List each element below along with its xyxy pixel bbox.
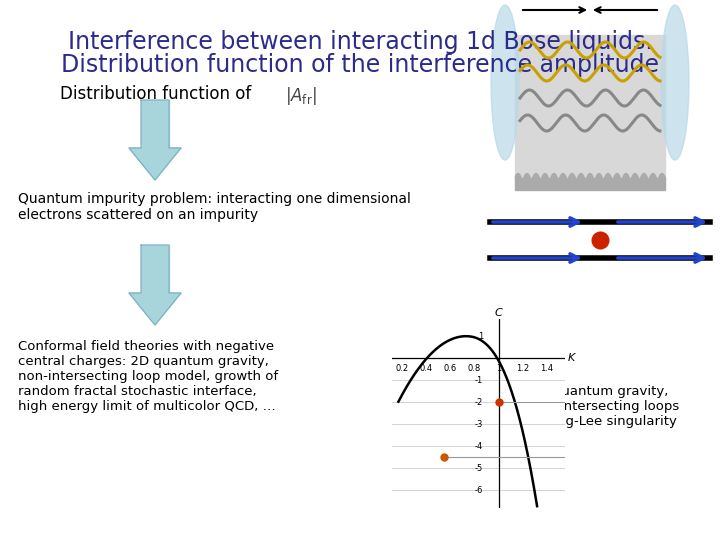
Text: Distribution function of: Distribution function of	[60, 85, 251, 103]
Text: Interference between interacting 1d Bose liquids.: Interference between interacting 1d Bose…	[68, 30, 652, 54]
Text: Conformal field theories with negative
central charges: 2D quantum gravity,
non-: Conformal field theories with negative c…	[18, 340, 278, 413]
Text: 1.2: 1.2	[516, 363, 529, 373]
Bar	[141, 100, 169, 148]
Text: 1: 1	[478, 332, 483, 341]
Text: -3: -3	[474, 420, 483, 429]
Text: 0.4: 0.4	[420, 363, 433, 373]
Bar	[515, 35, 665, 180]
Text: -1: -1	[474, 376, 483, 384]
Polygon shape	[129, 293, 181, 325]
Ellipse shape	[491, 5, 519, 160]
Text: C: C	[495, 307, 503, 318]
Text: 0.8: 0.8	[468, 363, 481, 373]
Text: $|A_{\rm fr}|$: $|A_{\rm fr}|$	[285, 85, 317, 107]
Text: 0.6: 0.6	[444, 363, 457, 373]
Polygon shape	[129, 148, 181, 180]
Ellipse shape	[661, 5, 689, 160]
Text: 1: 1	[496, 363, 501, 373]
Text: 0.2: 0.2	[395, 363, 409, 373]
Text: -6: -6	[474, 485, 483, 495]
Text: -2: -2	[474, 397, 483, 407]
Text: 1.4: 1.4	[541, 363, 554, 373]
Bar	[141, 245, 169, 293]
Text: Distribution function of the interference amplitude: Distribution function of the interferenc…	[61, 53, 659, 77]
Text: Quantum impurity problem: interacting one dimensional
electrons scattered on an : Quantum impurity problem: interacting on…	[18, 192, 411, 222]
Text: -5: -5	[474, 463, 483, 472]
Text: -4: -4	[474, 442, 483, 450]
Text: 2D quantum gravity,
non-intersecting loops
   Yang-Lee singularity: 2D quantum gravity, non-intersecting loo…	[530, 385, 679, 428]
Text: K: K	[567, 353, 575, 363]
